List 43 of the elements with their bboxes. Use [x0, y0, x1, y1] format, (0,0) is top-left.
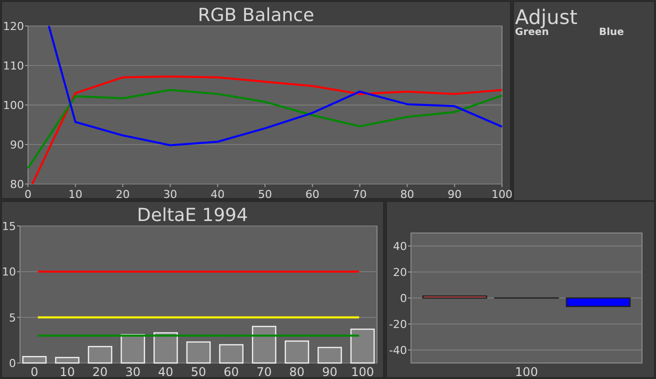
text: Green: [515, 27, 549, 38]
x-tick-label: 20: [116, 188, 130, 201]
line-series: [48, 25, 503, 146]
y-tick-label: 120: [3, 20, 24, 33]
y-tick-label: -40: [389, 344, 407, 357]
x-tick-label: 100: [515, 365, 538, 379]
y-tick-label: 0: [400, 292, 407, 305]
chart-title: DeltaE 1994: [137, 205, 248, 226]
x-tick-label: 90: [322, 365, 338, 379]
x-tick-label: 0: [30, 365, 38, 379]
x-tick-label: 30: [125, 365, 141, 379]
y-tick-label: 80: [10, 178, 24, 191]
x-tick-label: 40: [210, 188, 225, 201]
y-tick-label: 20: [393, 266, 407, 279]
y-tick-label: 40: [393, 240, 407, 253]
y-tick-label: 5: [9, 311, 16, 324]
x-tick-label: 100: [492, 188, 512, 201]
x-tick-label: 10: [60, 365, 75, 379]
x-tick-label: 100: [351, 365, 374, 379]
x-tick-label: 20: [92, 365, 108, 379]
x-tick-label: 70: [256, 365, 272, 379]
x-tick-label: 60: [305, 188, 320, 201]
y-tick-label: 90: [10, 138, 24, 152]
x-tick-label: 10: [68, 188, 82, 201]
x-tick-label: 50: [258, 188, 272, 201]
y-tick-label: 15: [2, 220, 16, 233]
text: Blue: [599, 27, 624, 38]
x-tick-label: 30: [163, 188, 178, 201]
line-series: [27, 88, 503, 170]
y-tick-label: 100: [3, 99, 24, 112]
y-tick-label: 0: [9, 357, 16, 370]
x-tick-label: 60: [224, 365, 239, 379]
y-tick-label: 10: [2, 266, 16, 279]
y-tick-label: 110: [3, 60, 24, 72]
x-tick-label: 50: [190, 365, 206, 379]
x-tick-label: 80: [289, 365, 305, 379]
text: Adjust: [515, 5, 578, 29]
x-tick-label: 40: [158, 365, 174, 379]
chart-title: RGB Balance: [198, 5, 314, 26]
line-series: [31, 76, 503, 185]
x-tick-label: 90: [448, 188, 462, 201]
y-tick-label: -20: [389, 318, 407, 331]
x-tick-label: 70: [352, 188, 367, 201]
